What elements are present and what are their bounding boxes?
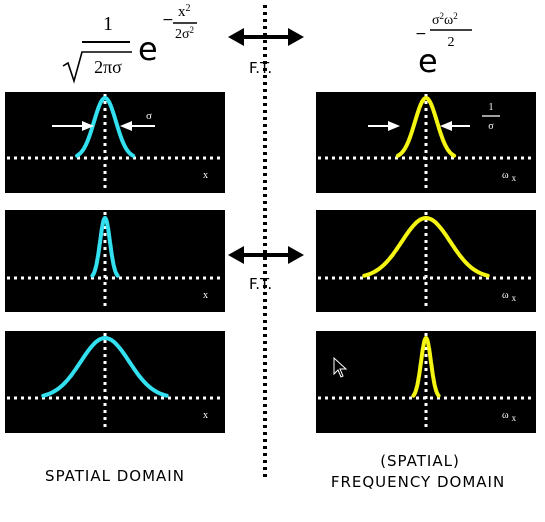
sigma-label: σ xyxy=(146,110,152,122)
ft-label-top: F.T. xyxy=(249,59,272,77)
ft-arrow-top xyxy=(228,28,304,46)
panel-background xyxy=(5,92,225,193)
left-exp-denominator: 2σ2 xyxy=(175,25,194,42)
left-panel-2: x xyxy=(5,210,225,312)
frequency-caption-line1: (SPATIAL) xyxy=(380,452,460,470)
inverse-sigma-numerator: 1 xyxy=(489,102,494,113)
mouse-cursor-icon xyxy=(333,356,348,378)
arrowhead-right-icon xyxy=(288,28,304,46)
left-exp-sign: − xyxy=(162,12,174,28)
arrowhead-right-icon xyxy=(288,246,304,264)
gaussian-curve xyxy=(41,335,169,398)
gaussian-curve xyxy=(411,335,441,398)
arrowhead-right-icon xyxy=(388,121,400,131)
axis-label: x xyxy=(203,290,208,301)
frequency-caption-line2: FREQUENCY DOMAIN xyxy=(331,473,505,491)
sigma-width-indicator: σ xyxy=(52,110,155,131)
panel-background xyxy=(5,210,225,312)
arrowhead-left-icon xyxy=(120,121,132,131)
left-coef-denominator: 2πσ xyxy=(94,57,122,77)
inverse-sigma-width-indicator: 1 σ xyxy=(368,102,500,132)
gaussian-curve xyxy=(75,95,136,158)
arrowhead-left-icon xyxy=(228,246,244,264)
axis-label: x xyxy=(203,410,208,421)
panel-background xyxy=(5,331,225,433)
left-panel-3: x xyxy=(5,331,225,433)
arrowhead-left-icon xyxy=(228,28,244,46)
ft-label-bottom: F.T. xyxy=(249,275,272,293)
right-formula: − σ2ω2 2 e xyxy=(415,11,472,80)
ft-arrow-bottom xyxy=(228,246,304,264)
gaussian-curve xyxy=(90,215,120,278)
sqrt-sign xyxy=(62,51,132,84)
right-exp-denominator: 2 xyxy=(448,35,455,50)
left-panel-1: x xyxy=(5,92,225,193)
inverse-sigma-denominator: σ xyxy=(488,121,494,132)
arrowhead-left-icon xyxy=(440,121,452,131)
axis-label: x xyxy=(203,170,208,181)
spatial-domain-caption: SPATIAL DOMAIN xyxy=(45,467,185,485)
left-exp-base: e xyxy=(138,30,158,68)
right-exp-numerator: σ2ω2 xyxy=(432,11,458,28)
plot-panels: x x x ω x ω x ω x xyxy=(5,92,536,433)
arrowhead-right-icon xyxy=(82,121,94,131)
left-formula: 1 2πσ e − x2 2σ2 xyxy=(62,3,197,84)
left-exp-numerator: x2 xyxy=(178,3,191,20)
right-exp-sign: − xyxy=(415,26,427,42)
gaussian-curve xyxy=(395,95,457,158)
gaussian-curve xyxy=(362,215,490,278)
right-exp-base: e xyxy=(418,42,438,80)
left-coef-numerator: 1 xyxy=(103,13,113,35)
